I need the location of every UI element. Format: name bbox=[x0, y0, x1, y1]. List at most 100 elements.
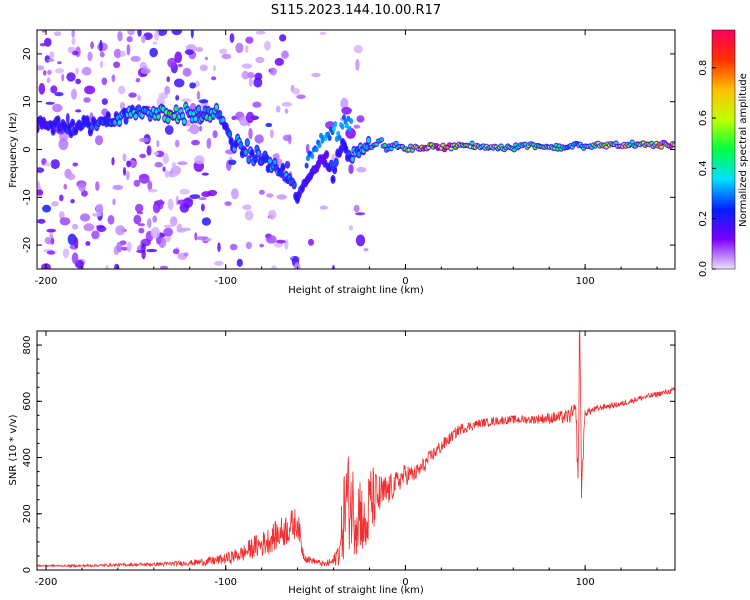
spectrogram-cell bbox=[164, 170, 170, 178]
spectrogram-cell bbox=[49, 234, 53, 239]
spectrogram-cell bbox=[46, 228, 56, 233]
spectrogram-cell bbox=[41, 30, 47, 33]
spectrogram-cell bbox=[340, 97, 349, 110]
spectrogram-cell bbox=[43, 70, 47, 76]
spectrogram-cell bbox=[147, 180, 153, 191]
spectrogram-cell bbox=[163, 227, 173, 237]
spectrogram-cell bbox=[366, 137, 371, 143]
spectrogram-cell bbox=[512, 148, 516, 152]
spectrogram-cell bbox=[154, 30, 160, 41]
spectrogram-cell bbox=[67, 124, 72, 130]
colorbar-tick-label: 0.0 bbox=[698, 261, 709, 277]
spectrogram-cell bbox=[337, 134, 342, 141]
spectrogram-cell bbox=[156, 140, 160, 148]
spectrogram-cell bbox=[350, 156, 355, 162]
spectrogram-cell bbox=[94, 135, 104, 146]
spectrogram-cell bbox=[229, 243, 238, 251]
spectrogram-cell bbox=[348, 164, 354, 174]
spectrogram-cell bbox=[156, 114, 161, 120]
x-tick-label: -200 bbox=[35, 577, 58, 588]
spectrogram-cell bbox=[75, 67, 80, 75]
spectrogram-cell bbox=[279, 34, 287, 42]
spectrogram-cell bbox=[182, 119, 186, 125]
spectrogram-cell bbox=[383, 143, 387, 147]
spectrogram-cell bbox=[122, 153, 127, 162]
spectrogram-cell bbox=[198, 99, 209, 104]
spectrogram-cell bbox=[46, 77, 51, 84]
spectrogram-cell bbox=[470, 141, 474, 145]
spectrogram-cell bbox=[162, 153, 170, 165]
spectrogram-cell bbox=[83, 97, 91, 103]
spectrogram-cell bbox=[81, 66, 92, 76]
spectrogram-cell bbox=[169, 216, 178, 227]
spectrogram-cell bbox=[177, 161, 188, 166]
spectrogram-cell bbox=[273, 159, 277, 165]
spectrogram-cell bbox=[195, 47, 204, 52]
spectrogram-cell bbox=[37, 189, 44, 196]
spectrogram-cell bbox=[177, 199, 187, 205]
spectrogram-cell bbox=[37, 218, 46, 224]
spectrogram-cell bbox=[344, 122, 349, 129]
spectrogram-cell bbox=[66, 72, 76, 82]
spectrogram-cell bbox=[269, 129, 274, 139]
snr-y-label: SNR (10 * v/v) bbox=[8, 414, 19, 485]
spectrogram-cell bbox=[172, 113, 177, 119]
spectrogram-cell bbox=[323, 160, 327, 166]
spectrogram-cell bbox=[71, 88, 77, 100]
spectrogram-cell bbox=[357, 151, 361, 157]
spectrogram-cell bbox=[37, 65, 45, 71]
spectrogram-cell bbox=[394, 141, 398, 145]
spectrogram-cell bbox=[258, 189, 265, 195]
spectrogram-cell bbox=[125, 170, 130, 181]
spectrogram-cell bbox=[389, 147, 394, 151]
spectrogram-cell bbox=[58, 138, 69, 151]
spectrogram-cell bbox=[255, 30, 266, 35]
spectrogram-cell bbox=[252, 101, 262, 108]
spectrogram-cell bbox=[342, 114, 346, 121]
spectrogram-cell bbox=[117, 120, 122, 125]
spectrogram-cell bbox=[212, 130, 218, 139]
spectrogram-cell bbox=[126, 241, 132, 253]
spectrogram-cell bbox=[253, 156, 258, 162]
spectrogram-cell bbox=[130, 55, 141, 62]
snr-panel: -200 -100 0 100 0 200 400 600 800 Height of str… bbox=[8, 330, 676, 596]
spectrogram-cell bbox=[120, 50, 126, 58]
spectrogram-cell bbox=[206, 138, 212, 149]
spectrogram-cell bbox=[99, 60, 104, 68]
spectrogram-cell bbox=[266, 193, 274, 198]
x-tick-label: -200 bbox=[35, 276, 58, 287]
y-tick-label: 10 bbox=[22, 95, 33, 108]
spectrogram-cell bbox=[96, 225, 107, 232]
spectrogram-cell bbox=[87, 51, 93, 62]
spectrogram-cell bbox=[173, 78, 185, 88]
spectrogram-cell bbox=[122, 167, 127, 176]
spectrogram-cell bbox=[332, 167, 337, 173]
spectrogram-cell bbox=[449, 147, 453, 151]
spectrogram-cell bbox=[218, 111, 222, 117]
spectrogram-cell bbox=[363, 248, 369, 252]
spectrogram-y-ticks: -20 -10 0 10 20 bbox=[22, 48, 675, 253]
spectrogram-cell bbox=[196, 90, 201, 101]
spectrogram-cell bbox=[70, 120, 75, 126]
spectrogram-cell bbox=[51, 201, 59, 207]
y-tick-label: -20 bbox=[22, 237, 33, 253]
spectrogram-cell bbox=[348, 225, 353, 231]
x-tick-label: -100 bbox=[214, 276, 237, 287]
spectrogram-cell bbox=[154, 161, 163, 168]
spectrogram-cell bbox=[228, 159, 237, 166]
spectrogram-cell bbox=[229, 138, 233, 144]
spectrogram-cell bbox=[345, 127, 356, 139]
spectrogram-cell bbox=[231, 188, 239, 200]
spectrogram-cell bbox=[174, 106, 178, 112]
spectrogram-cell bbox=[137, 30, 142, 37]
spectrogram-y-label: Frequency (Hz) bbox=[8, 112, 19, 188]
spectrogram-cell bbox=[127, 30, 135, 36]
spectrogram-cell bbox=[179, 188, 190, 195]
spectrogram-cell bbox=[51, 128, 55, 134]
spectrogram-cell bbox=[116, 241, 123, 253]
spectrogram-cell bbox=[99, 51, 105, 58]
snr-x-label: Height of straight line (km) bbox=[288, 585, 424, 596]
spectrogram-cell bbox=[244, 210, 254, 221]
spectrogram-cell bbox=[139, 137, 150, 143]
